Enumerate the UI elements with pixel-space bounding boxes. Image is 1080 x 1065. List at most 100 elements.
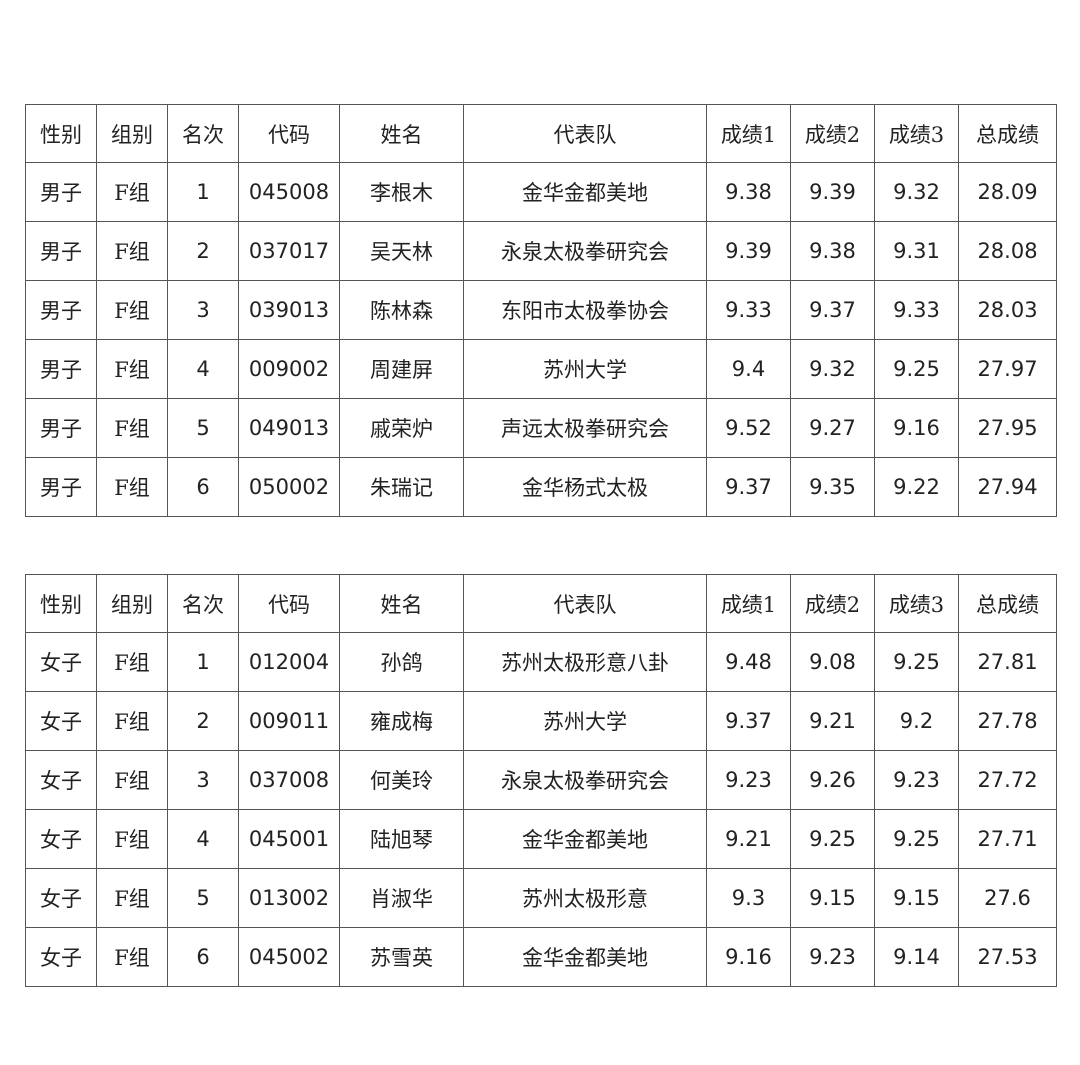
column-header-name: 姓名 xyxy=(339,574,464,633)
cell-name: 肖淑华 xyxy=(339,868,464,928)
table-row: 女子 F组 5 013002 肖淑华 苏州太极形意 9.3 9.15 9.15 27.6 xyxy=(25,868,1057,928)
cell-score-2: 9.38 xyxy=(790,221,875,281)
cell-rank: 6 xyxy=(167,927,239,987)
cell-group: F组 xyxy=(96,162,168,222)
cell-score-3: 9.16 xyxy=(874,398,959,458)
cell-group: F组 xyxy=(96,691,168,751)
cell-rank: 4 xyxy=(167,809,239,869)
cell-score-3: 9.2 xyxy=(874,691,959,751)
cell-gender: 女子 xyxy=(25,750,97,810)
column-header-total-score: 总成绩 xyxy=(958,574,1057,633)
cell-code: 037017 xyxy=(238,221,340,281)
column-header-code: 代码 xyxy=(238,104,340,163)
cell-rank: 1 xyxy=(167,162,239,222)
cell-name: 周建屏 xyxy=(339,339,464,399)
cell-score-2: 9.08 xyxy=(790,632,875,692)
cell-score-3: 9.15 xyxy=(874,868,959,928)
cell-score-1: 9.38 xyxy=(706,162,791,222)
column-header-gender: 性别 xyxy=(25,574,97,633)
cell-code: 037008 xyxy=(238,750,340,810)
cell-team: 金华金都美地 xyxy=(463,927,707,987)
cell-score-2: 9.35 xyxy=(790,457,875,517)
cell-team: 声远太极拳研究会 xyxy=(463,398,707,458)
cell-score-3: 9.25 xyxy=(874,339,959,399)
cell-team: 金华金都美地 xyxy=(463,809,707,869)
column-header-rank: 名次 xyxy=(167,574,239,633)
cell-group: F组 xyxy=(96,868,168,928)
cell-rank: 6 xyxy=(167,457,239,517)
cell-rank: 4 xyxy=(167,339,239,399)
cell-gender: 女子 xyxy=(25,809,97,869)
cell-code: 045001 xyxy=(238,809,340,869)
cell-score-1: 9.3 xyxy=(706,868,791,928)
column-header-group: 组别 xyxy=(96,104,168,163)
cell-score-1: 9.39 xyxy=(706,221,791,281)
table-row: 男子 F组 6 050002 朱瑞记 金华杨式太极 9.37 9.35 9.22 27.94 xyxy=(25,457,1057,517)
column-header-code: 代码 xyxy=(238,574,340,633)
cell-name: 苏雪英 xyxy=(339,927,464,987)
cell-score-2: 9.27 xyxy=(790,398,875,458)
cell-gender: 男子 xyxy=(25,339,97,399)
cell-rank: 1 xyxy=(167,632,239,692)
column-header-score-3: 成绩3 xyxy=(874,574,959,633)
cell-score-1: 9.37 xyxy=(706,457,791,517)
header-row: 性别 组别 名次 代码 姓名 代表队 成绩1 成绩2 成绩3 总成绩 xyxy=(25,574,1057,633)
cell-gender: 男子 xyxy=(25,457,97,517)
cell-name: 雍成梅 xyxy=(339,691,464,751)
cell-score-1: 9.52 xyxy=(706,398,791,458)
cell-gender: 女子 xyxy=(25,927,97,987)
cell-code: 050002 xyxy=(238,457,340,517)
cell-total-score: 27.71 xyxy=(958,809,1057,869)
cell-code: 045002 xyxy=(238,927,340,987)
cell-code: 049013 xyxy=(238,398,340,458)
cell-gender: 女子 xyxy=(25,868,97,928)
cell-total-score: 27.95 xyxy=(958,398,1057,458)
cell-score-2: 9.23 xyxy=(790,927,875,987)
cell-score-2: 9.32 xyxy=(790,339,875,399)
header-row: 性别 组别 名次 代码 姓名 代表队 成绩1 成绩2 成绩3 总成绩 xyxy=(25,104,1057,163)
cell-group: F组 xyxy=(96,750,168,810)
cell-score-1: 9.4 xyxy=(706,339,791,399)
cell-score-3: 9.22 xyxy=(874,457,959,517)
cell-gender: 男子 xyxy=(25,398,97,458)
cell-rank: 5 xyxy=(167,398,239,458)
cell-score-2: 9.15 xyxy=(790,868,875,928)
cell-score-1: 9.21 xyxy=(706,809,791,869)
cell-score-1: 9.48 xyxy=(706,632,791,692)
cell-code: 009002 xyxy=(238,339,340,399)
cell-rank: 3 xyxy=(167,750,239,810)
cell-rank: 3 xyxy=(167,280,239,340)
cell-gender: 男子 xyxy=(25,162,97,222)
cell-team: 金华杨式太极 xyxy=(463,457,707,517)
cell-group: F组 xyxy=(96,280,168,340)
column-header-group: 组别 xyxy=(96,574,168,633)
cell-team: 苏州大学 xyxy=(463,339,707,399)
table-row: 女子 F组 4 045001 陆旭琴 金华金都美地 9.21 9.25 9.25 27.71 xyxy=(25,809,1057,869)
cell-score-3: 9.33 xyxy=(874,280,959,340)
cell-group: F组 xyxy=(96,221,168,281)
cell-score-3: 9.25 xyxy=(874,632,959,692)
cell-score-1: 9.23 xyxy=(706,750,791,810)
cell-score-2: 9.25 xyxy=(790,809,875,869)
column-header-score-3: 成绩3 xyxy=(874,104,959,163)
cell-name: 戚荣炉 xyxy=(339,398,464,458)
cell-group: F组 xyxy=(96,339,168,399)
men-results-table: 性别 组别 名次 代码 姓名 代表队 成绩1 成绩2 成绩3 总成绩 男子 F组 1 045008 李根木金… xyxy=(25,104,1057,517)
cell-name: 何美玲 xyxy=(339,750,464,810)
cell-group: F组 xyxy=(96,398,168,458)
cell-score-1: 9.33 xyxy=(706,280,791,340)
cell-group: F组 xyxy=(96,809,168,869)
cell-team: 永泉太极拳研究会 xyxy=(463,221,707,281)
cell-score-2: 9.39 xyxy=(790,162,875,222)
cell-name: 陈林森 xyxy=(339,280,464,340)
column-header-rank: 名次 xyxy=(167,104,239,163)
table-row: 女子 F组 2 009011 雍成梅 苏州大学 9.37 9.21 9.2 27.78 xyxy=(25,691,1057,751)
cell-total-score: 27.81 xyxy=(958,632,1057,692)
cell-score-3: 9.32 xyxy=(874,162,959,222)
cell-code: 012004 xyxy=(238,632,340,692)
column-header-score-1: 成绩1 xyxy=(706,574,791,633)
cell-rank: 2 xyxy=(167,221,239,281)
cell-rank: 5 xyxy=(167,868,239,928)
table-row: 女子 F组 6 045002 苏雪英 金华金都美地 9.16 9.23 9.14 27.53 xyxy=(25,927,1057,987)
cell-total-score: 27.72 xyxy=(958,750,1057,810)
